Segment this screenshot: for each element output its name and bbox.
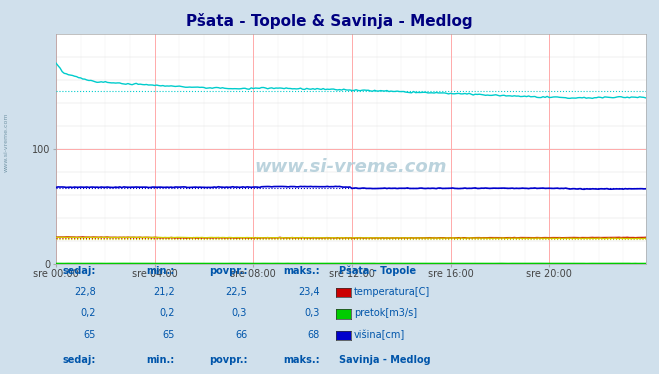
Text: 65: 65	[162, 330, 175, 340]
Text: 65: 65	[83, 330, 96, 340]
Text: min.:: min.:	[146, 355, 175, 365]
Text: 21,2: 21,2	[153, 287, 175, 297]
Text: povpr.:: povpr.:	[209, 355, 247, 365]
Text: maks.:: maks.:	[283, 266, 320, 276]
Text: pretok[m3/s]: pretok[m3/s]	[354, 309, 417, 318]
Text: Pšata - Topole: Pšata - Topole	[339, 265, 416, 276]
Text: 22,5: 22,5	[225, 287, 247, 297]
Text: maks.:: maks.:	[283, 355, 320, 365]
Text: povpr.:: povpr.:	[209, 266, 247, 276]
Text: 0,2: 0,2	[80, 309, 96, 318]
Text: sedaj:: sedaj:	[62, 266, 96, 276]
Text: Pšata - Topole & Savinja - Medlog: Pšata - Topole & Savinja - Medlog	[186, 13, 473, 29]
Text: 0,3: 0,3	[304, 309, 320, 318]
Text: sedaj:: sedaj:	[62, 355, 96, 365]
Text: min.:: min.:	[146, 266, 175, 276]
Text: 0,3: 0,3	[232, 309, 247, 318]
Text: www.si-vreme.com: www.si-vreme.com	[3, 112, 9, 172]
Text: 66: 66	[235, 330, 247, 340]
Text: višina[cm]: višina[cm]	[354, 329, 405, 340]
Text: 68: 68	[307, 330, 320, 340]
Text: temperatura[C]: temperatura[C]	[354, 287, 430, 297]
Text: 0,2: 0,2	[159, 309, 175, 318]
Text: Savinja - Medlog: Savinja - Medlog	[339, 355, 431, 365]
Text: www.si-vreme.com: www.si-vreme.com	[254, 158, 447, 176]
Text: 23,4: 23,4	[298, 287, 320, 297]
Text: 22,8: 22,8	[74, 287, 96, 297]
